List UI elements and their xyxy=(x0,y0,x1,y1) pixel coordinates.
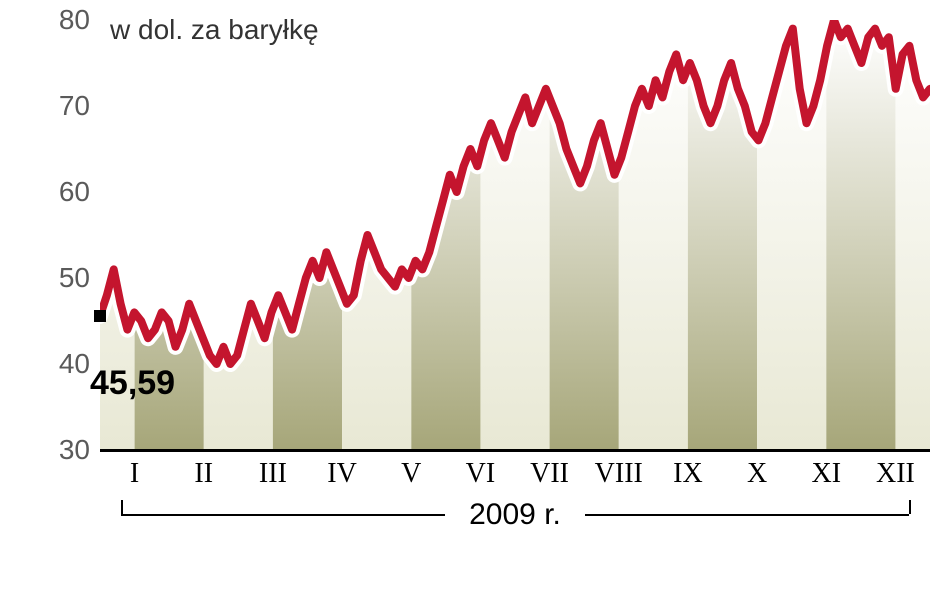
year-bracket xyxy=(909,500,911,514)
x-tick: V xyxy=(401,458,421,490)
plot-area xyxy=(100,20,930,450)
x-tick: II xyxy=(194,458,213,490)
year-bracket xyxy=(121,514,445,516)
x-tick: IV xyxy=(327,458,357,490)
year-bracket xyxy=(121,500,123,514)
x-tick: I xyxy=(130,458,139,490)
start-value-label: 45,59 xyxy=(90,364,175,403)
x-tick: XI xyxy=(811,458,841,490)
start-marker xyxy=(94,310,106,322)
y-tick: 60 xyxy=(40,176,90,208)
y-tick: 30 xyxy=(40,434,90,466)
year-bracket xyxy=(585,514,909,516)
x-tick: VI xyxy=(466,458,496,490)
x-tick: X xyxy=(747,458,767,490)
x-tick: IX xyxy=(673,458,703,490)
y-tick: 70 xyxy=(40,90,90,122)
x-axis-line xyxy=(100,449,930,452)
chart-unit-label: w dol. za baryłkę xyxy=(110,14,319,46)
year-label: 2009 r. xyxy=(469,498,561,532)
oil-price-chart: w dol. za baryłkę 45,59 304050607080 III… xyxy=(0,0,948,593)
y-tick: 50 xyxy=(40,262,90,294)
chart-svg xyxy=(100,20,930,450)
x-tick: VIII xyxy=(595,458,643,490)
x-tick: III xyxy=(259,458,287,490)
y-tick: 40 xyxy=(40,348,90,380)
x-tick: XII xyxy=(876,458,915,490)
y-tick: 80 xyxy=(40,4,90,36)
x-tick: VII xyxy=(530,458,569,490)
